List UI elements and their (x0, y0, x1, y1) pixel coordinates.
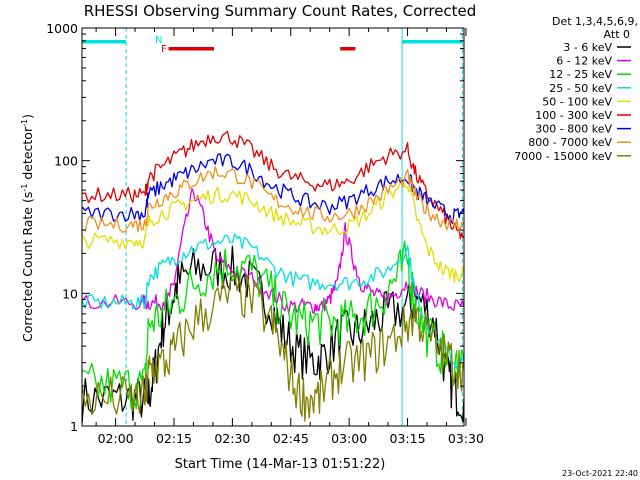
legend-label-7: 800 - 7000 keV (528, 136, 612, 149)
legend-header-1: Det 1,3,4,5,6,9, (552, 15, 638, 28)
legend-label-5: 100 - 300 keV (535, 109, 612, 122)
x-tick-label-4: 03:00 (331, 431, 367, 446)
legend-label-2: 12 - 25 keV (549, 68, 612, 81)
timestamp: 23-Oct-2021 22:40 (562, 469, 638, 478)
legend-label-1: 6 - 12 keV (556, 55, 612, 68)
x-tick-label-1: 02:15 (156, 431, 192, 446)
observing-bar-0-1 (402, 40, 463, 44)
series-line-4 (81, 181, 465, 283)
observing-bar-0-0 (82, 40, 127, 44)
x-tick-label-3: 02:45 (273, 431, 309, 446)
observing-bar-1-1 (340, 47, 356, 51)
y-tick-label-2: 100 (54, 154, 78, 169)
y-tick-label-1: 10 (62, 286, 78, 301)
marker-f: F (161, 44, 167, 55)
y-tick-label-0: 1 (70, 419, 78, 434)
legend-label-4: 50 - 100 keV (542, 95, 612, 108)
plot-frame (81, 27, 465, 427)
observing-bar-1-0 (168, 47, 214, 51)
observing-bars (82, 40, 463, 51)
legend-label-3: 25 - 50 keV (549, 82, 612, 95)
x-tick-label-6: 03:30 (448, 431, 484, 446)
legend-label-8: 7000 - 15000 keV (514, 150, 612, 163)
legend-label-0: 3 - 6 keV (563, 41, 612, 54)
y-label-sup2: -1 (20, 119, 29, 127)
x-tick-label-2: 02:30 (214, 431, 250, 446)
x-axis-label: Start Time (14-Mar-13 01:51:22) (175, 457, 386, 472)
legend-label-6: 300 - 800 keV (535, 123, 612, 136)
series-lines (81, 130, 465, 423)
legend-header-2: Att 0 (604, 28, 630, 41)
y-axis-label: Corrected Count Rate (s-1 detector-1) (20, 114, 35, 342)
x-tick-label-0: 02:00 (98, 431, 134, 446)
series-line-1 (81, 188, 465, 315)
series-line-5 (81, 130, 465, 240)
y-label-part3: ) (20, 114, 35, 119)
marker-n: N (155, 35, 162, 46)
series-line-8 (81, 273, 465, 422)
series-line-3 (81, 233, 465, 369)
y-tick-label-3: 1000 (46, 21, 78, 36)
axis-ticks: 02:00 02:15 02:30 02:45 03:00 03:15 03:30 1 10 10… (46, 21, 484, 446)
y-label-part1: Corrected Count Rate (s (20, 192, 35, 342)
chart-title: RHESSI Observing Summary Count Rates, Co… (84, 2, 477, 20)
y-label-sup1: -1 (20, 184, 29, 192)
x-tick-label-5: 03:15 (390, 431, 426, 446)
series-line-7 (81, 166, 465, 233)
y-label-part2: detector (20, 126, 35, 184)
series-line-6 (81, 153, 465, 225)
